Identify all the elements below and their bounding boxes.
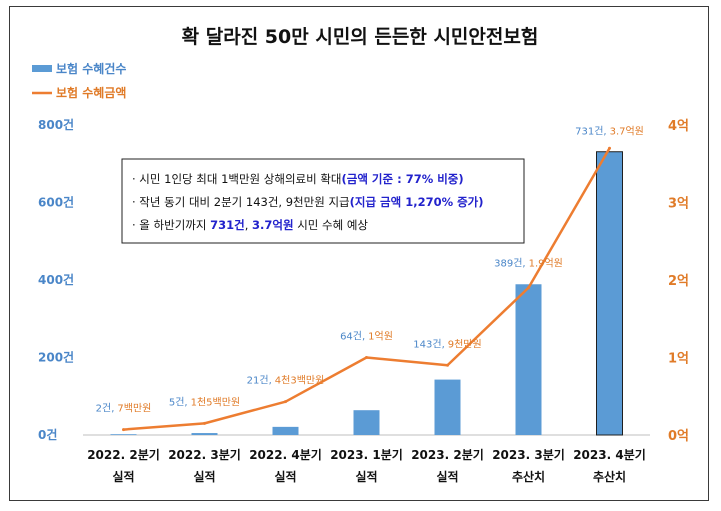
category-label-status: 추산치 (512, 469, 545, 484)
data-label-amount: 1천5백만원 (191, 396, 241, 408)
right-tick-label: 2억 (668, 274, 689, 289)
data-label-count: 143건, (413, 338, 444, 350)
line-point (122, 428, 125, 432)
legend: 보험 수혜건수 보험 수혜금액 (32, 61, 126, 100)
data-label: 731건, 3.7억원 (575, 125, 644, 137)
annotation-highlight: (지급 금액 1,270% 증가) (350, 195, 484, 209)
bar (434, 379, 461, 435)
data-label-count: 389건, (494, 257, 525, 269)
left-axis: 0건 200건 400건 600건 800건 (38, 117, 74, 442)
data-label: 5건, 1천5백만원 (169, 396, 240, 408)
bar (515, 284, 542, 435)
data-labels: 2건, 7백만원 5건, 1천5백만원 21건, 4천3백만원 64건, 1억원 143건, 9천… (96, 125, 644, 414)
category-label-status: 추산치 (593, 469, 626, 484)
right-tick-label: 0억 (668, 429, 689, 444)
bar (353, 410, 380, 435)
right-tick-label: 1억 (668, 352, 689, 367)
category-label-period: 2023. 1분기 (330, 447, 403, 462)
line-point (446, 363, 449, 367)
data-label-count: 5건, (169, 396, 188, 408)
annotation-text: · 올 하반기까지 (132, 218, 210, 232)
bar (110, 434, 137, 435)
annotation-line: · 시민 1인당 최대 1백만원 상해의료비 확대(금액 기준 : 77% 비중… (132, 172, 464, 186)
right-tick-label: 4억 (668, 119, 689, 134)
category-label-period: 2023. 4분기 (573, 447, 646, 462)
data-label-amount: 7백만원 (117, 403, 151, 415)
annotation-line: · 작년 동기 대비 2분기 143건, 9천만원 지급(지급 금액 1,270… (132, 195, 484, 209)
left-tick-label: 800건 (38, 117, 74, 132)
data-label: 389건, 1.9억원 (494, 257, 563, 269)
annotation-text: · 시민 1인당 최대 1백만원 상해의료비 확대 (132, 172, 342, 186)
data-label-amount: 3.7억원 (610, 125, 644, 137)
right-axis: 0억 1억 2억 3억 4억 (668, 119, 689, 444)
right-tick-label: 3억 (668, 197, 689, 212)
bar (191, 433, 218, 435)
annotation-text: · 작년 동기 대비 2분기 143건, 9천만원 지급 (132, 195, 350, 209)
annotation-text: 시민 수혜 예상 (294, 218, 369, 232)
annotation-box: · 시민 1인당 최대 1백만원 상해의료비 확대(금액 기준 : 77% 비중… (121, 158, 525, 244)
category-label-status: 실적 (112, 469, 134, 484)
category-label-status: 실적 (436, 469, 458, 484)
data-label-count: 64건, (340, 331, 365, 343)
legend-swatch-bar (32, 65, 52, 72)
category-label-period: 2022. 2분기 (87, 447, 160, 462)
annotation-box-border (121, 158, 525, 244)
data-label: 143건, 9천만원 (413, 338, 481, 350)
legend-label-line: 보험 수혜금액 (56, 85, 126, 100)
data-label-amount: 9천만원 (448, 338, 482, 350)
category-label-status: 실적 (193, 469, 215, 484)
category-label-period: 2022. 4분기 (249, 447, 322, 462)
data-label: 2건, 7백만원 (96, 403, 152, 415)
line-point (284, 400, 287, 404)
line-point (365, 356, 368, 359)
legend-label-bar: 보험 수혜건수 (56, 61, 126, 76)
annotation-text: , (245, 218, 252, 232)
data-label-amount: 1.9억원 (529, 257, 563, 269)
data-label-count: 731건, (575, 125, 606, 137)
category-label-status: 실적 (274, 469, 296, 484)
left-tick-label: 600건 (38, 195, 74, 210)
data-label-amount: 4천3백만원 (275, 375, 325, 387)
left-tick-label: 400건 (38, 272, 74, 287)
bar (596, 151, 623, 436)
line-series (122, 146, 611, 432)
line-point (608, 146, 611, 150)
bar-series (110, 151, 623, 436)
data-label: 21건, 4천3백만원 (247, 375, 325, 387)
chart-frame: 확 달라진 50만 시민의 든든한 시민안전보험 보험 수혜건수 보험 수혜금액… (9, 6, 709, 501)
line-point (527, 286, 530, 290)
line-point (203, 421, 206, 425)
annotation-highlight: 731건 (210, 218, 245, 232)
left-tick-label: 200건 (38, 350, 74, 365)
category-label-status: 실적 (355, 469, 377, 484)
left-tick-label: 0건 (38, 427, 57, 442)
annotation-highlight: 3.7억원 (252, 218, 294, 232)
chart: 확 달라진 50만 시민의 든든한 시민안전보험 보험 수혜건수 보험 수혜금액… (32, 25, 689, 484)
data-label: 64건, 1억원 (340, 331, 393, 343)
category-label-period: 2022. 3분기 (168, 447, 241, 462)
category-label-period: 2023. 2분기 (411, 447, 484, 462)
data-label-count: 21건, (247, 375, 272, 387)
category-label-period: 2023. 3분기 (492, 447, 565, 462)
annotation-highlight: (금액 기준 : 77% 비중) (342, 172, 464, 186)
data-label-count: 2건, (96, 403, 115, 415)
annotation-line: · 올 하반기까지 731건, 3.7억원 시민 수혜 예상 (132, 218, 368, 232)
chart-title: 확 달라진 50만 시민의 든든한 시민안전보험 (182, 25, 539, 48)
bar (272, 426, 299, 435)
data-label-amount: 1억원 (368, 331, 393, 343)
